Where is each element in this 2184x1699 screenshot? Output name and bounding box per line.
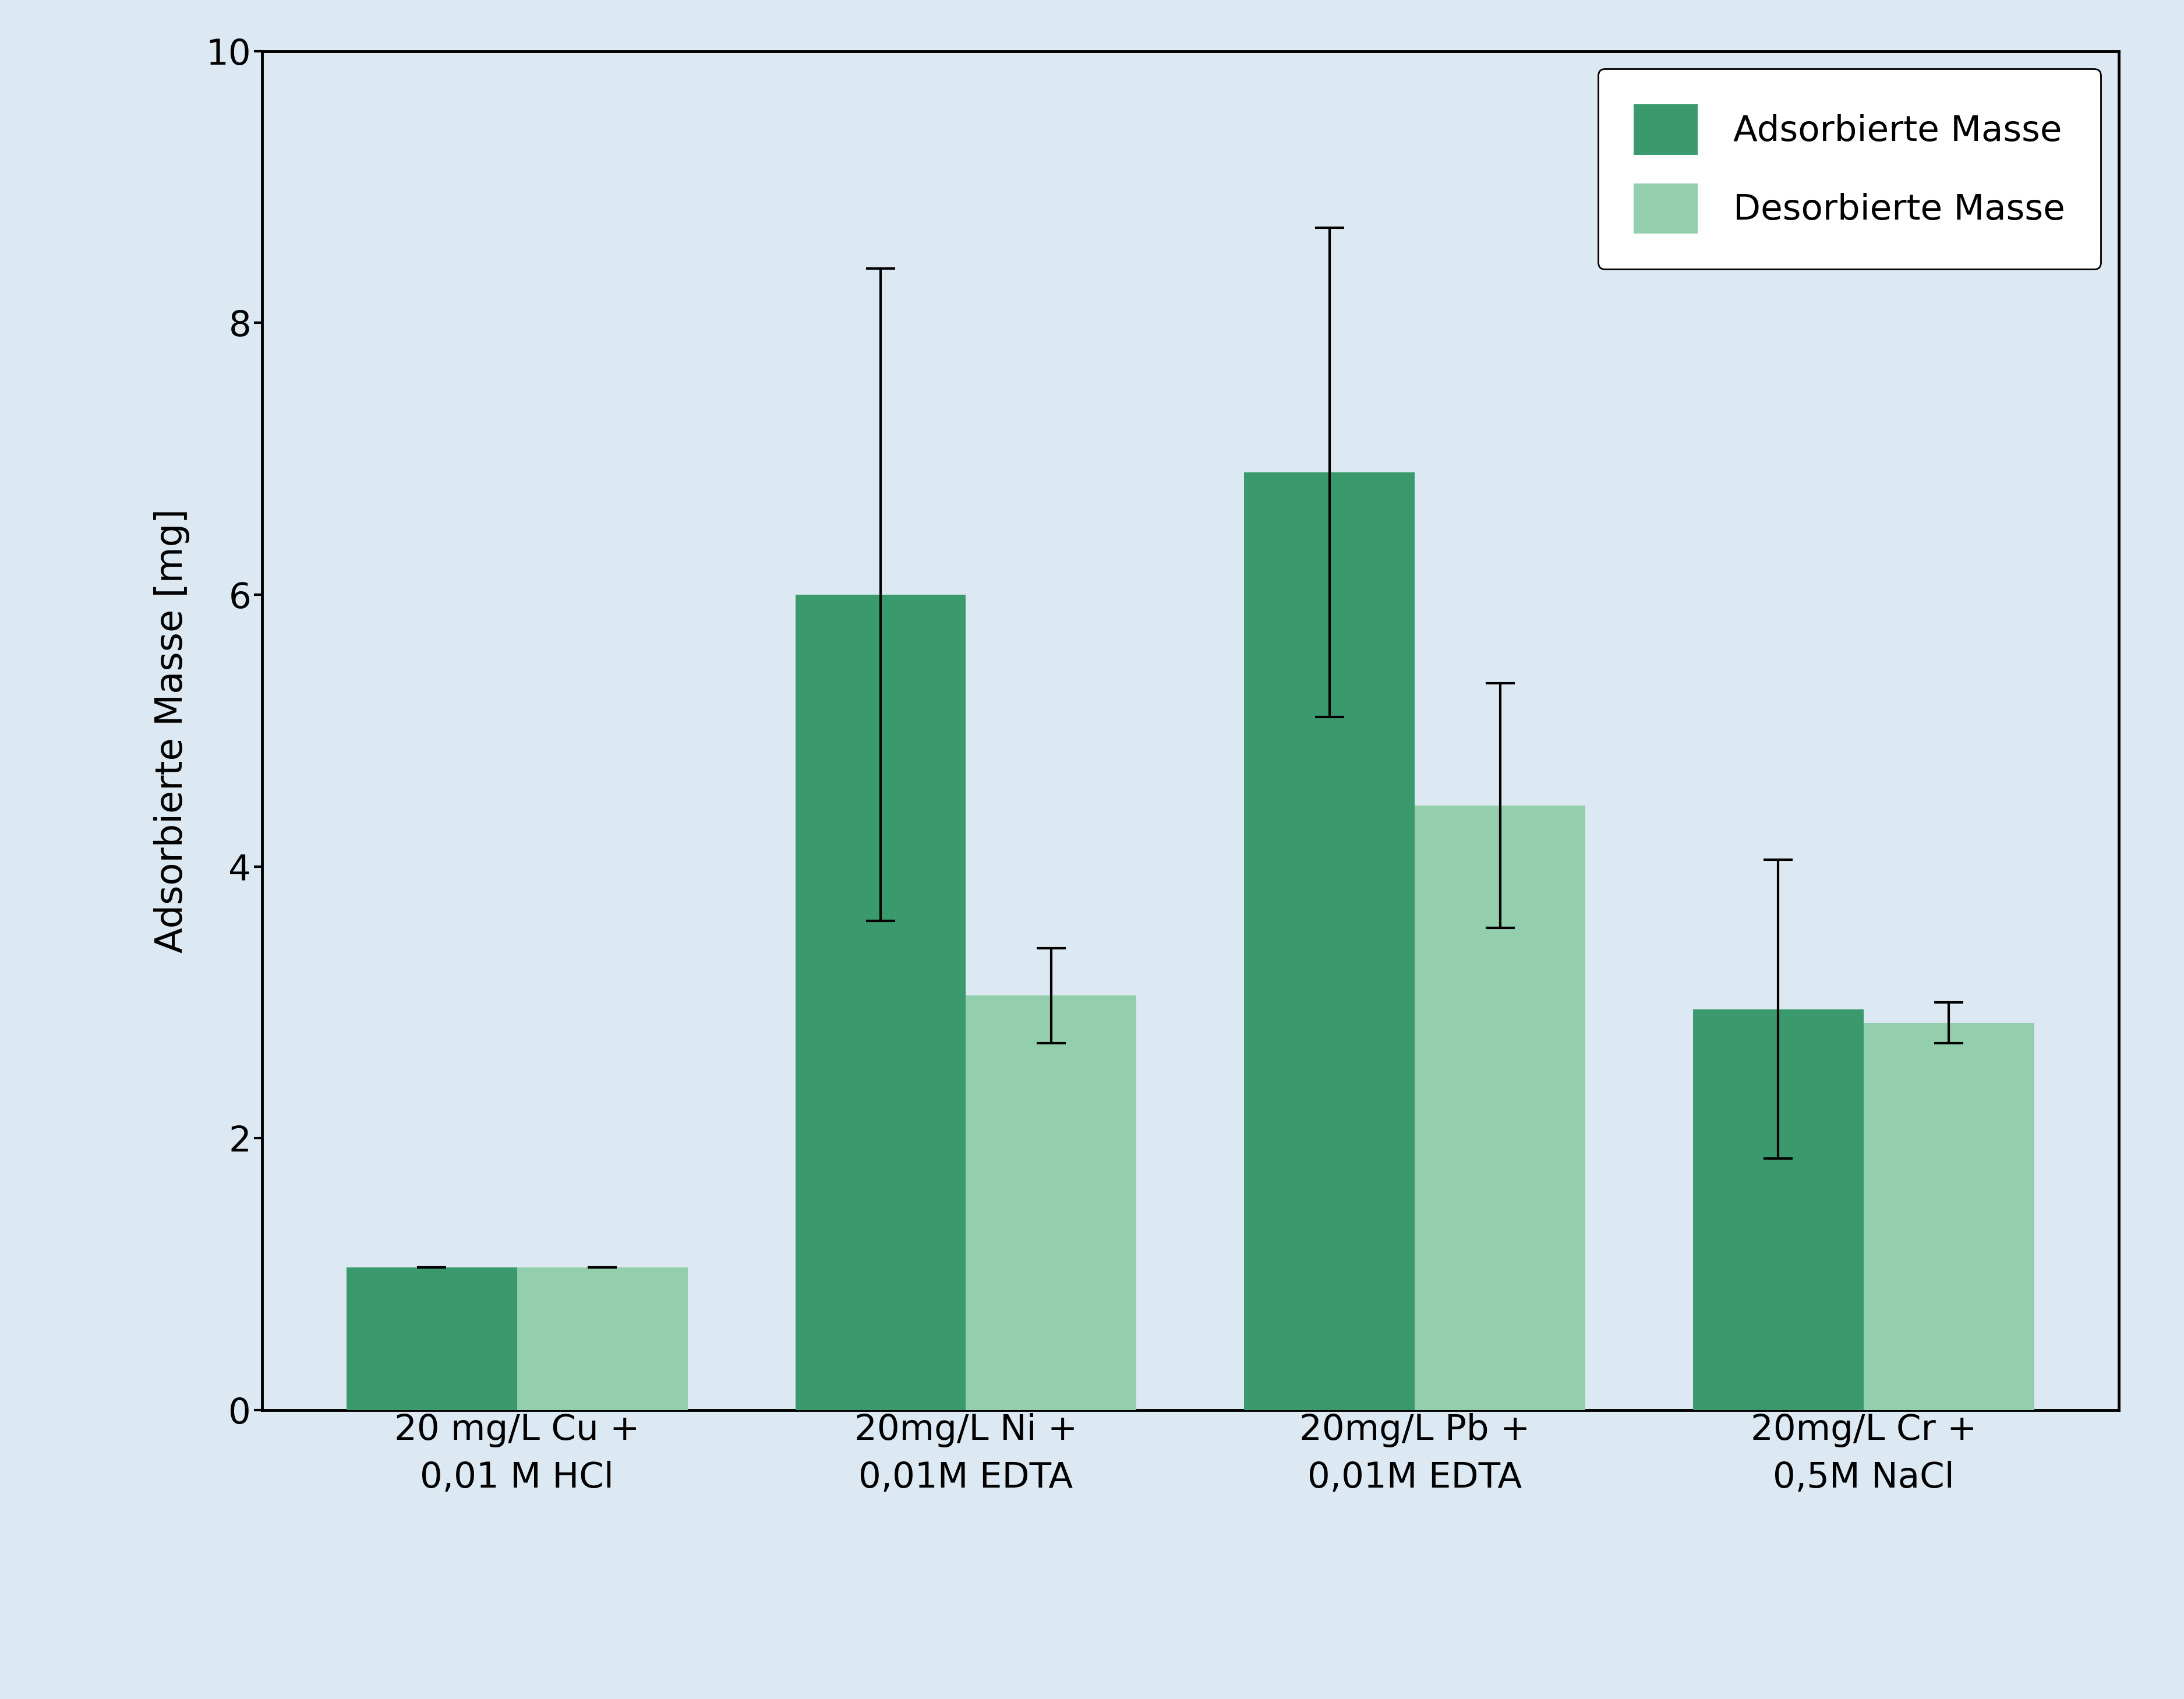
Bar: [1415, 805, 1586, 1410]
Legend: Adsorbierte Masse, Desorbierte Masse: Adsorbierte Masse, Desorbierte Masse: [1599, 68, 2101, 268]
Bar: [795, 595, 965, 1410]
Bar: [1693, 1009, 1863, 1410]
Bar: [1863, 1023, 2033, 1410]
Bar: [347, 1267, 518, 1410]
Bar: [965, 996, 1136, 1410]
Y-axis label: Adsorbierte Masse [mg]: Adsorbierte Masse [mg]: [153, 508, 190, 953]
Bar: [1245, 472, 1415, 1410]
Bar: [518, 1267, 688, 1410]
